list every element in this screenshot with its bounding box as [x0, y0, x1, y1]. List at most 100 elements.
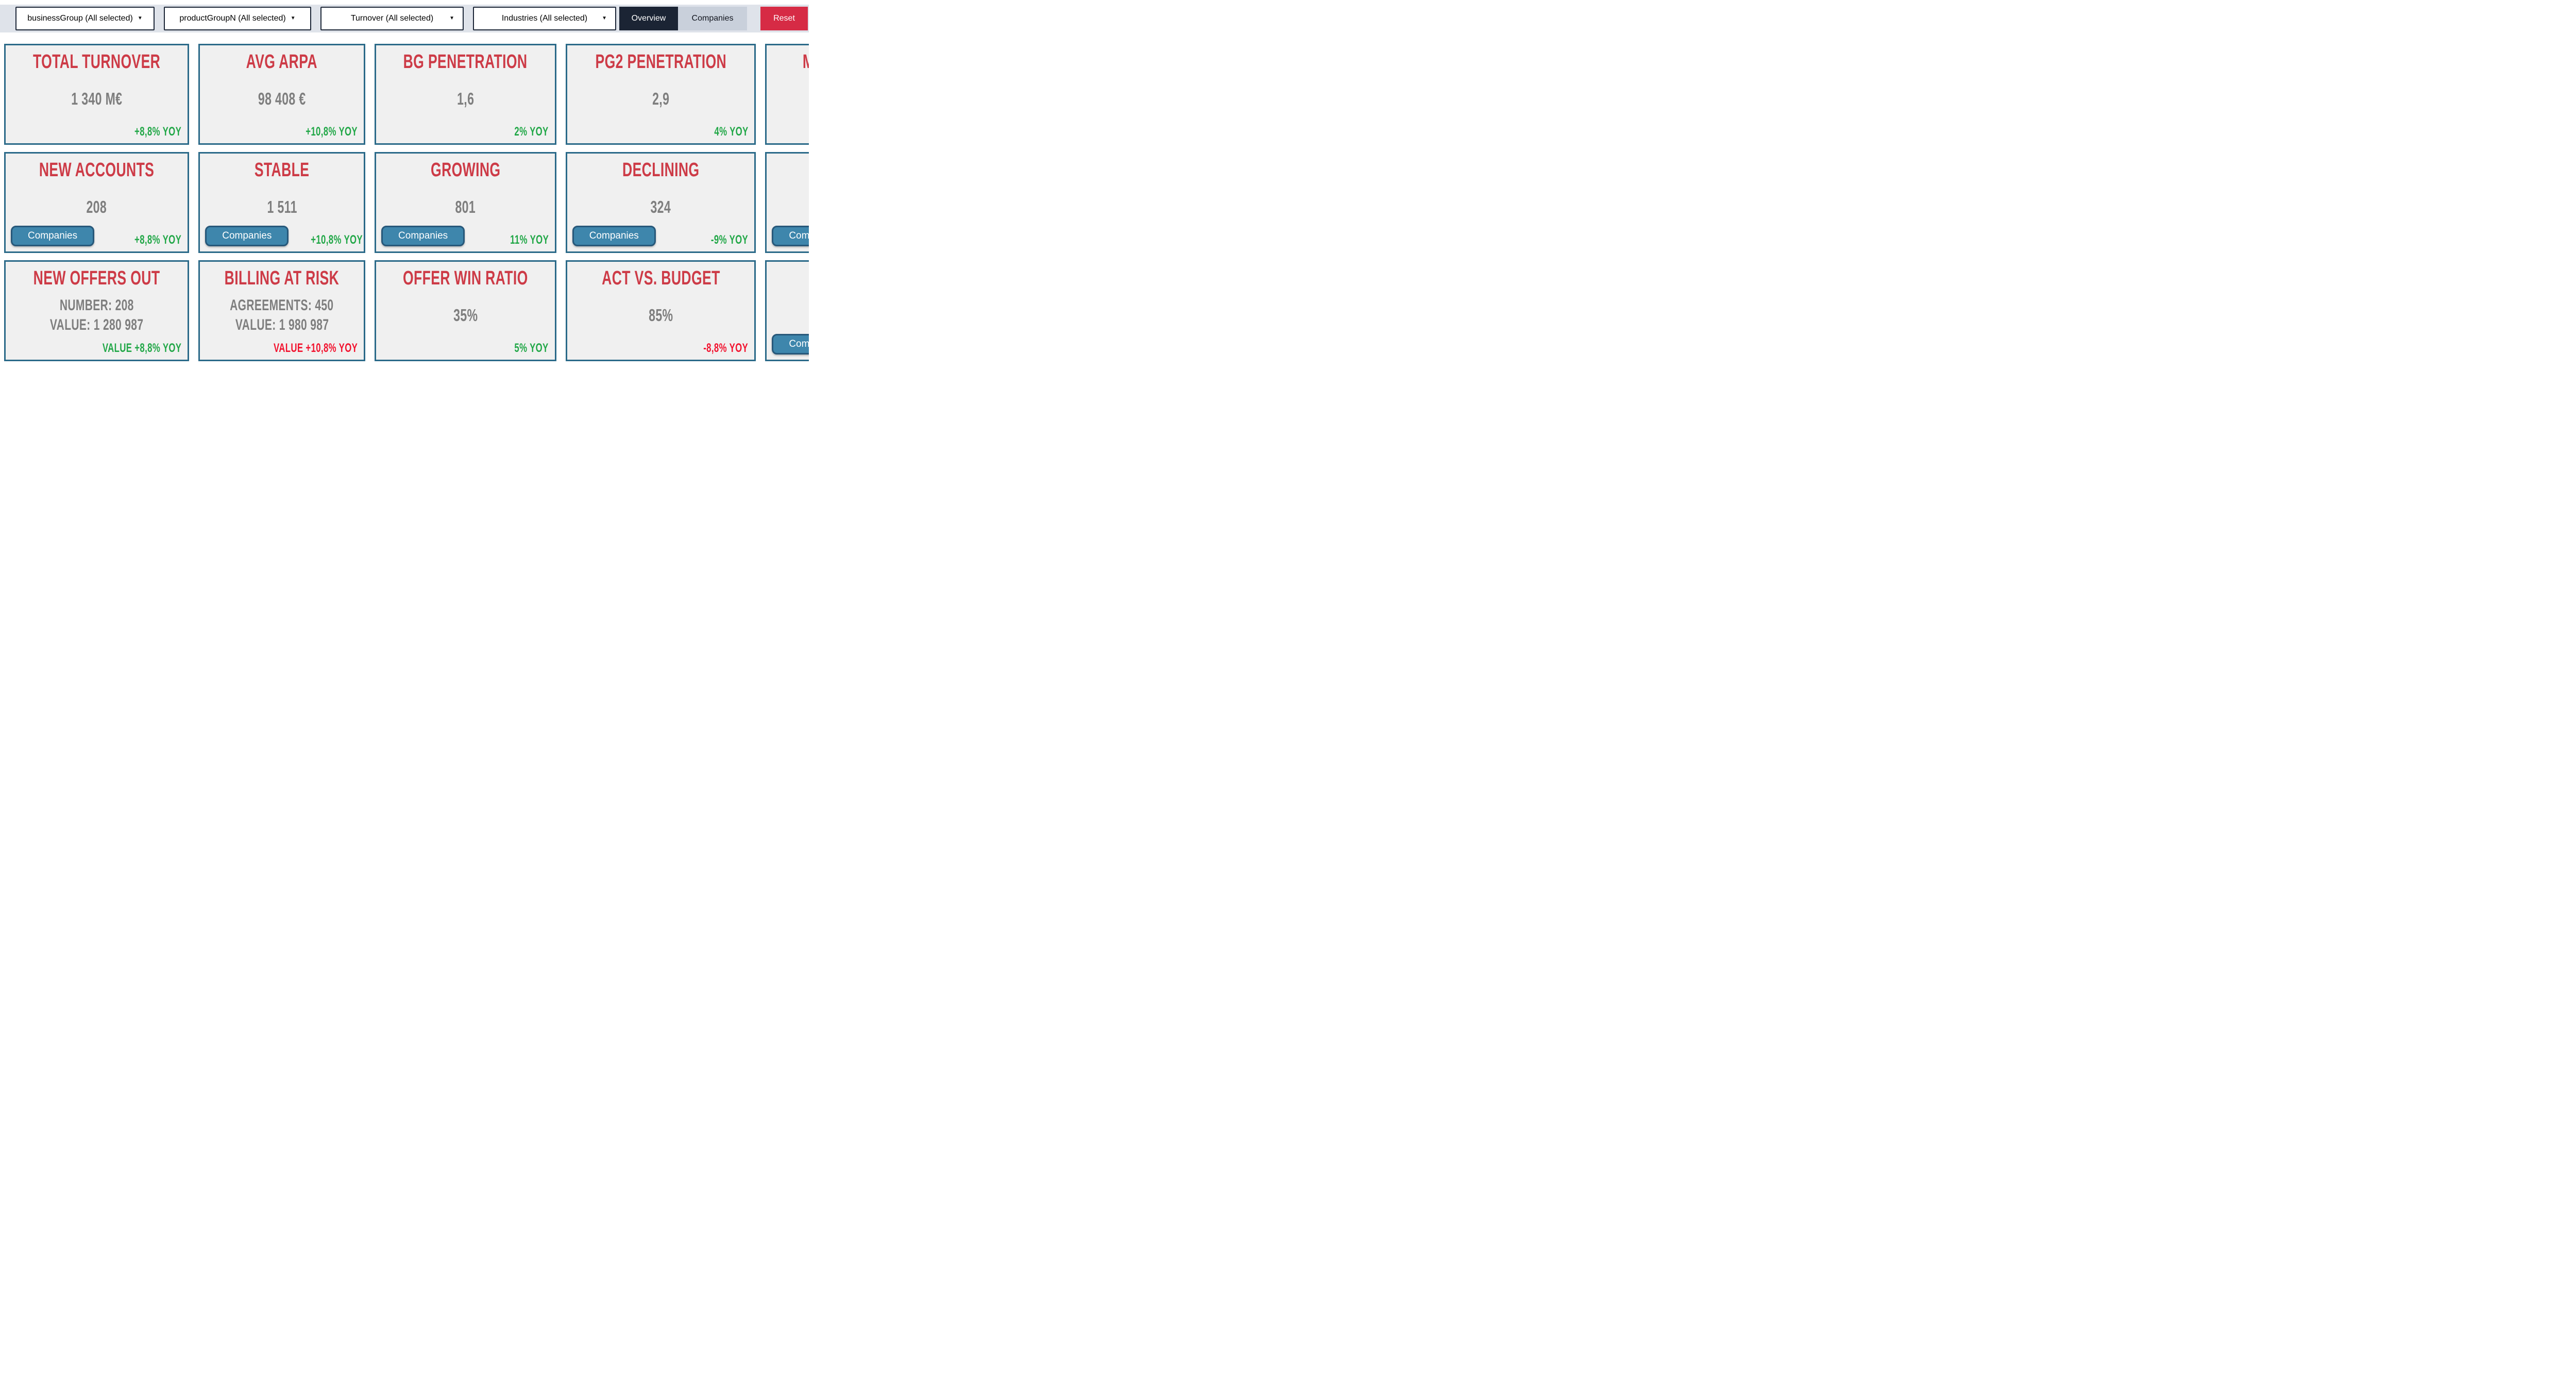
card-value-line: AGREEMENTS: 450 [230, 297, 334, 314]
card-title: 80% SALES [767, 268, 809, 288]
filter-label: Turnover (All selected) [350, 14, 434, 23]
reset-button[interactable]: Reset [760, 7, 808, 30]
card-title: DECLINING [622, 159, 700, 181]
companies-button[interactable]: Companies [381, 226, 465, 246]
card-title: MRR SHARE OF BILLING [767, 52, 809, 72]
card-title: BILLING AT RISK [224, 267, 340, 289]
kpi-card-mrr-share-of-billing: MRR SHARE OF BILLING 45% 2% YOY [765, 44, 809, 145]
card-footer: 2% YOY [381, 126, 549, 138]
card-footer: Companies +10,8% YOY [205, 226, 363, 246]
card-footer: VALUE +8,8% YOY [11, 342, 181, 355]
card-title: PG2 PENETRATION [595, 51, 726, 73]
kpi-card-new-offers-out: NEW OFFERS OUT NUMBER: 208 VALUE: 1 280 9… [4, 260, 190, 361]
card-value-line: VALUE: 1 980 987 [235, 316, 329, 333]
card-footer: Companies -9% YOY [572, 226, 749, 246]
kpi-card-80-sales: 80% SALES 7% OF CUSTOMERS Companies -6% … [765, 260, 809, 361]
yoy-badge: 5% YOY [514, 341, 549, 355]
kpi-card-growing: GROWING 801 Companies 11% YOY [375, 152, 556, 253]
card-value: 324 [650, 197, 671, 216]
kpi-card-billing-at-risk: BILLING AT RISK AGREEMENTS: 450 VALUE: 1 … [198, 260, 366, 361]
filter-label: businessGroup (All selected) [27, 14, 133, 23]
card-footer: +8,8% YOY [11, 126, 181, 138]
yoy-badge: VALUE +10,8% YOY [273, 341, 358, 355]
kpi-card-pg2-penetration: PG2 PENETRATION 2,9 4% YOY [565, 44, 756, 145]
card-value: 2,9 [652, 89, 670, 108]
companies-button[interactable]: Companies [772, 334, 809, 355]
yoy-badge: VALUE +8,8% YOY [102, 341, 182, 355]
filter-dropdown-industries[interactable]: Industries (All selected) ▼ [473, 7, 616, 30]
filter-dropdown-productgroupn[interactable]: productGroupN (All selected) ▼ [164, 7, 311, 30]
card-footer: Companies -6% YOY [772, 334, 809, 355]
card-title: NEW ACCOUNTS [39, 159, 155, 181]
chevron-down-icon: ▼ [290, 15, 296, 21]
card-value-line: VALUE: 1 280 987 [49, 316, 144, 333]
kpi-card-stable: STABLE 1 511 Companies +10,8% YOY [198, 152, 366, 253]
companies-button[interactable]: Companies [572, 226, 656, 246]
card-title: TOTAL TURNOVER [32, 51, 161, 73]
kpi-card-declining: DECLINING 324 Companies -9% YOY [565, 152, 756, 253]
card-value-line: NUMBER: 208 [59, 297, 134, 314]
kpi-card-passive: PASSIVE 167 Companies -6% YOY [765, 152, 809, 253]
companies-button[interactable]: Companies [772, 226, 809, 246]
overview-button[interactable]: Overview [619, 7, 678, 30]
companies-button[interactable]: Companies [11, 226, 95, 246]
card-footer: VALUE +10,8% YOY [205, 342, 358, 355]
companies-button[interactable]: Companies [205, 226, 289, 246]
view-buttons-group: Overview Companies Reset [616, 7, 808, 30]
card-value: AGREEMENTS: 450 VALUE: 1 980 987 [200, 288, 364, 342]
card-title: STABLE [254, 159, 310, 181]
kpi-card-avg-arpa: AVG ARPA 98 408 € +10,8% YOY [198, 44, 366, 145]
card-value: 35% [453, 305, 478, 325]
card-value: 1 340 M€ [71, 89, 123, 108]
card-value: 98 408 € [258, 89, 306, 108]
card-title: AVG ARPA [246, 51, 318, 73]
card-value: 801 [455, 197, 476, 216]
yoy-badge: -8,8% YOY [703, 341, 749, 355]
card-footer: 2% YOY [772, 126, 809, 138]
card-value: 45% [767, 72, 809, 126]
dashboard: businessGroup (All selected) ▼ productGr… [0, 0, 809, 368]
card-footer: 4% YOY [572, 126, 749, 138]
kpi-card-bg-penetration: BG PENETRATION 1,6 2% YOY [375, 44, 556, 145]
card-footer: -8,8% YOY [572, 342, 749, 355]
yoy-badge: 2% YOY [514, 125, 549, 139]
filters-group: businessGroup (All selected) ▼ productGr… [0, 7, 616, 30]
yoy-badge: -9% YOY [711, 233, 749, 247]
card-title: ACT VS. BUDGET [601, 267, 720, 289]
yoy-badge: 11% YOY [510, 233, 549, 247]
yoy-badge: +8,8% YOY [134, 125, 182, 139]
card-value: NUMBER: 208 VALUE: 1 280 987 [6, 288, 188, 342]
kpi-card-total-turnover: TOTAL TURNOVER 1 340 M€ +8,8% YOY [4, 44, 190, 145]
filter-dropdown-businessgroup[interactable]: businessGroup (All selected) ▼ [15, 7, 155, 30]
card-footer: 5% YOY [381, 342, 549, 355]
kpi-grid: TOTAL TURNOVER 1 340 M€ +8,8% YOY AVG AR… [4, 44, 809, 361]
filter-label: Industries (All selected) [501, 14, 588, 23]
yoy-badge: +8,8% YOY [134, 233, 182, 247]
yoy-badge: +10,8% YOY [311, 233, 363, 247]
card-footer: Companies -6% YOY [772, 226, 809, 246]
companies-button[interactable]: Companies [678, 7, 747, 30]
filter-toolbar: businessGroup (All selected) ▼ productGr… [0, 5, 809, 32]
card-title: PASSIVE [767, 160, 809, 180]
yoy-badge: 4% YOY [714, 125, 749, 139]
kpi-card-new-accounts: NEW ACCOUNTS 208 Companies +8,8% YOY [4, 152, 190, 253]
card-footer: +10,8% YOY [205, 126, 358, 138]
card-footer: Companies +8,8% YOY [11, 226, 181, 246]
card-title: GROWING [430, 159, 501, 181]
card-value: 208 [86, 197, 107, 216]
kpi-card-act-vs-budget: ACT VS. BUDGET 85% -8,8% YOY [565, 260, 756, 361]
card-value: 1 511 [266, 197, 297, 216]
yoy-badge: +10,8% YOY [306, 125, 358, 139]
card-title: NEW OFFERS OUT [33, 267, 160, 289]
chevron-down-icon: ▼ [602, 15, 607, 21]
card-value: 85% [648, 305, 673, 325]
kpi-card-offer-win-ratio: OFFER WIN RATIO 35% 5% YOY [375, 260, 556, 361]
filter-label: productGroupN (All selected) [179, 14, 286, 23]
card-footer: Companies 11% YOY [381, 226, 549, 246]
chevron-down-icon: ▼ [449, 15, 454, 21]
card-value: 1,6 [456, 89, 474, 108]
chevron-down-icon: ▼ [137, 15, 143, 21]
filter-dropdown-turnover[interactable]: Turnover (All selected) ▼ [320, 7, 464, 30]
card-title: BG PENETRATION [403, 51, 528, 73]
card-title: OFFER WIN RATIO [403, 267, 528, 289]
